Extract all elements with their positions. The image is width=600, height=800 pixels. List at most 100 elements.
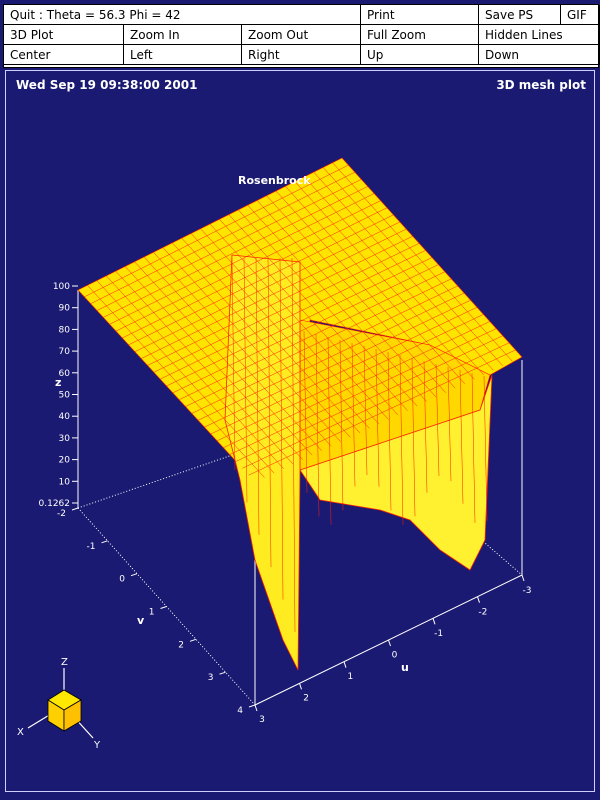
mesh-line [229, 328, 497, 455]
v-tick-label: -2 [57, 509, 66, 519]
u-tick-mark [432, 618, 436, 625]
z-tick-label: 100 [53, 282, 70, 292]
surface-valley-left [224, 254, 301, 671]
right-button[interactable]: Right [242, 45, 361, 65]
plot-title: Rosenbrock [238, 174, 311, 187]
u-tick-label: 3 [259, 715, 265, 725]
mesh-line [315, 333, 320, 517]
surface-mesh-lines [84, 162, 516, 633]
z-tick-label: 60 [59, 369, 71, 379]
u-tick-label: -2 [478, 608, 487, 618]
mesh-line [172, 264, 439, 394]
mesh-line [483, 375, 488, 521]
u-tick-label: 0 [392, 651, 398, 661]
u-tick-mark [254, 704, 258, 712]
v-axis-label: v [137, 614, 145, 627]
toolbar: Quit : Theta = 56.3 Phi = 42 Print Save PS… [3, 4, 600, 68]
u-tick-mark [521, 574, 525, 582]
v-tick-label: 0 [119, 575, 125, 585]
3d-plot-button[interactable]: 3D Plot [4, 25, 124, 45]
mesh-line [216, 314, 484, 442]
u-tick-label: -1 [434, 629, 443, 639]
mesh-line [185, 278, 452, 407]
u-axis-label: u [401, 661, 409, 674]
cube-x-label: X [17, 727, 24, 738]
quit-theta-phi-status[interactable]: Quit : Theta = 56.3 Phi = 42 [4, 5, 361, 25]
mesh-line [294, 181, 475, 380]
u-tick-label: 2 [303, 694, 309, 704]
v-tick-label: 1 [149, 608, 155, 618]
mesh-line [304, 176, 485, 376]
z-axis-label: z [55, 376, 61, 389]
mesh-line [291, 257, 296, 633]
mesh-line [255, 257, 260, 535]
mesh-line [235, 335, 503, 462]
mesh-line [219, 219, 399, 416]
mesh-line [387, 351, 392, 511]
mesh-line [411, 357, 416, 517]
mesh-line [363, 345, 368, 476]
mesh-line [285, 186, 465, 384]
cube-z-label: Z [61, 657, 68, 668]
v-tick-label: 3 [208, 673, 214, 683]
mesh-line [243, 257, 248, 503]
v-tick-mark [130, 573, 138, 577]
z-tick-label: 30 [59, 434, 71, 444]
u-tick-mark [299, 683, 302, 690]
full-zoom-button[interactable]: Full Zoom [361, 25, 479, 45]
v-tick-mark [101, 540, 108, 544]
rosenbrock-surface [77, 157, 523, 671]
mesh-line [459, 369, 464, 504]
u-tick-mark [343, 661, 347, 668]
timestamp-label: Wed Sep 19 09:38:00 2001 [16, 78, 198, 92]
mesh-line [423, 360, 428, 493]
z-tick-label: 50 [59, 391, 71, 401]
v-tick-label: 4 [237, 706, 243, 716]
mesh-line [303, 330, 308, 494]
mesh-line [399, 354, 404, 525]
v-tick-mark [248, 704, 256, 708]
mesh-line [242, 342, 510, 469]
mesh-line [375, 348, 380, 487]
v-axis-ticks: -2 -1 0 1 2 3 4 [57, 507, 256, 716]
plot-type-label: 3D mesh plot [496, 78, 586, 92]
u-tick-label: -3 [523, 586, 532, 596]
mesh-line [228, 214, 408, 411]
z-axis-ticks: 100 90 80 70 60 50 40 30 20 10 0.1262 [39, 282, 78, 509]
orientation-cube: Z X Y [17, 657, 101, 751]
mesh-line [275, 190, 456, 389]
mesh-line [332, 162, 513, 362]
z-tick-label: 70 [59, 347, 71, 357]
mesh-line [339, 339, 344, 511]
v-tick-mark [160, 606, 167, 609]
mesh-line [247, 204, 427, 402]
z-tick-label: 20 [59, 456, 71, 466]
mesh-line [267, 257, 272, 568]
zoom-in-button[interactable]: Zoom In [124, 25, 242, 45]
z-tick-label: 40 [59, 412, 71, 422]
save-ps-button[interactable]: Save PS [479, 5, 561, 25]
center-button[interactable]: Center [4, 45, 124, 65]
mesh-line [248, 349, 516, 476]
left-button[interactable]: Left [124, 45, 242, 65]
up-button[interactable]: Up [361, 45, 479, 65]
mesh-line [204, 299, 471, 428]
mesh-line [166, 257, 433, 387]
surface-valley-right [299, 374, 493, 571]
mesh-line [435, 363, 440, 476]
v-tick-label: 2 [178, 640, 184, 650]
mesh-line [327, 336, 332, 525]
mesh-line [256, 200, 437, 398]
z-tick-label: 10 [59, 477, 71, 487]
mesh-line [223, 321, 490, 448]
u-tick-mark [388, 639, 391, 647]
u-axis-ticks: 3 2 1 0 -1 -2 -3 [254, 574, 532, 725]
zoom-out-button[interactable]: Zoom Out [242, 25, 361, 45]
plot-frame [5, 70, 595, 792]
print-button[interactable]: Print [361, 5, 479, 25]
z-tick-label: 0.1262 [39, 499, 71, 509]
mesh-line [447, 366, 452, 482]
mesh-line [210, 307, 478, 435]
mesh-line [197, 292, 465, 421]
